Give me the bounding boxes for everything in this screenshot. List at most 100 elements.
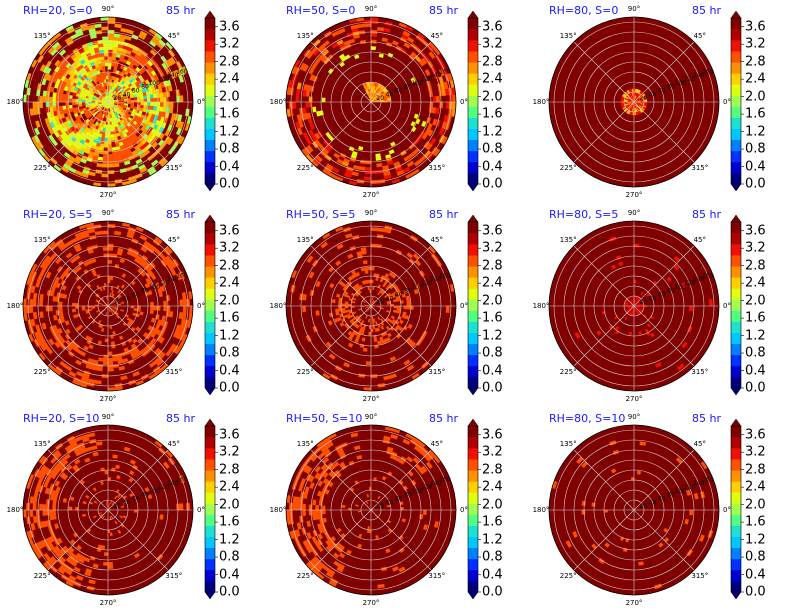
colorbar-tick-label: 3.2 [482,444,503,460]
colorbar-tick-label: 3.6 [219,223,240,239]
colorbar-tick-label: 0.4 [482,567,503,582]
colorbar-tick-label: 3.6 [219,19,240,35]
colorbar-segment [468,321,478,333]
colorbar-tick-label: 3.6 [745,223,766,239]
colorbar-segment [205,150,215,163]
colorbar-tick-label: 0.0 [219,380,240,396]
colorbar-segment [205,51,215,63]
colorbar-segment [731,365,741,378]
colorbar-tick-label: 1.6 [745,514,766,530]
colorbar-segment [731,558,741,571]
colorbar-tick-label: 0.0 [482,380,503,396]
colorbar-tick-label: 2.0 [482,89,503,105]
panel-rh20s10: RH=20, S=10 85 hr 20 40 60 80 100 120 140 160 90° 4… [0,408,263,612]
colorbar-tick-label: 0.4 [219,159,240,174]
colorbar-segment [731,233,741,245]
colorbar-tick-label: 0.8 [482,141,503,157]
colorbar-segment [205,558,215,571]
panel-rh50s0: RH=50, S=0 85 hr 20 40 60 80 100 120 140 160 90° 45… [263,0,526,204]
colorbar-tick-label: 2.8 [482,54,503,70]
colorbar-segment [731,244,741,256]
colorbar-segment [731,437,741,449]
colorbar-segment [205,29,215,41]
colorbar-tick-label: 0.0 [745,584,766,600]
colorbar-tick-label: 3.6 [482,223,503,239]
colorbar-tick-label: 0.8 [219,141,240,157]
colorbar-segment [205,547,215,560]
panel-rh20s0: RH=20, S=0 85 hr 20 40 60 80 100 120 140 160 90° 45… [0,0,263,204]
colorbar-extend-min [730,183,742,192]
colorbar-tick-label: 1.2 [219,532,240,548]
colorbar-segment [468,117,478,129]
colorbar-tick-label: 3.2 [745,240,766,256]
colorbar-segment [468,139,478,152]
colorbar-extend-max [730,10,742,19]
colorbar-segment [205,95,215,107]
colorbar-segment [468,161,478,174]
colorbar-segment [468,266,478,278]
colorbar-tick-label: 3.2 [745,36,766,52]
colorbar-segment [205,310,215,322]
colorbar-tick-label: 0.8 [219,549,240,565]
colorbar-extend-min [730,591,742,600]
colorbar-segment [205,244,215,256]
colorbar-tick-label: 1.2 [219,328,240,344]
colorbar-segment [205,255,215,267]
colorbar-segment [468,580,478,593]
colorbar-tick-label: 2.8 [219,462,240,478]
colorbar-extend-min [467,183,479,192]
colorbar-tick-label: 1.2 [482,124,503,140]
colorbar-tick-label: 2.4 [482,479,503,495]
colorbar-tick-label: 2.8 [219,54,240,70]
colorbar-segment [205,128,215,141]
colorbar-tick-label: 1.6 [482,310,503,326]
colorbar-segment [205,299,215,311]
colorbar-segment [731,343,741,356]
colorbar-extend-max [204,418,216,427]
colorbar-tick-label: 1.6 [482,514,503,530]
colorbar-segment [205,470,215,482]
colorbar-segment [468,343,478,356]
colorbar-tick-label: 2.0 [745,89,766,105]
colorbar-segment [205,266,215,278]
colorbar-tick-label: 0.4 [482,159,503,174]
colorbar-segment [731,481,741,493]
colorbar-segment [468,536,478,549]
colorbar-tick-label: 3.6 [745,427,766,443]
colorbar-tick-label: 2.0 [219,497,240,513]
colorbar-segment [731,459,741,471]
colorbar-segment [731,18,741,30]
colorbar-extend-max [204,10,216,19]
colorbar-segment [205,437,215,449]
colorbar-segment [731,51,741,63]
colorbar-segment [468,547,478,560]
colorbar-tick-label: 0.8 [745,345,766,361]
colorbar-segment [468,288,478,300]
colorbar-tick-label: 0.8 [745,141,766,157]
colorbar-tick-label: 1.6 [219,514,240,530]
colorbar-segment [205,222,215,234]
colorbar-tick-label: 2.4 [219,275,240,291]
colorbar-segment [205,514,215,526]
colorbar-segment [731,255,741,267]
colorbar-tick-label: 0.4 [219,363,240,378]
colorbar-extend-min [204,183,216,192]
colorbar-tick-label: 2.4 [482,275,503,291]
colorbar-segment [731,321,741,333]
colorbar-segment [468,503,478,515]
colorbar-tick-label: 0.8 [482,345,503,361]
colorbar-segment [205,536,215,549]
colorbar-segment [731,117,741,129]
colorbar-segment [468,233,478,245]
colorbar-segment [468,492,478,504]
colorbar-extend-max [204,214,216,223]
panel-rh50s5: RH=50, S=5 85 hr 20 40 60 80 100 120 140 160 90° 45… [263,204,526,408]
colorbar-extend-max [467,418,479,427]
colorbar-segment [468,51,478,63]
colorbar-tick-label: 0.0 [745,176,766,192]
colorbar-segment [468,222,478,234]
colorbar-segment [731,139,741,152]
colorbar-tick-label: 3.6 [219,427,240,443]
colorbar-tick-label: 3.2 [482,36,503,52]
